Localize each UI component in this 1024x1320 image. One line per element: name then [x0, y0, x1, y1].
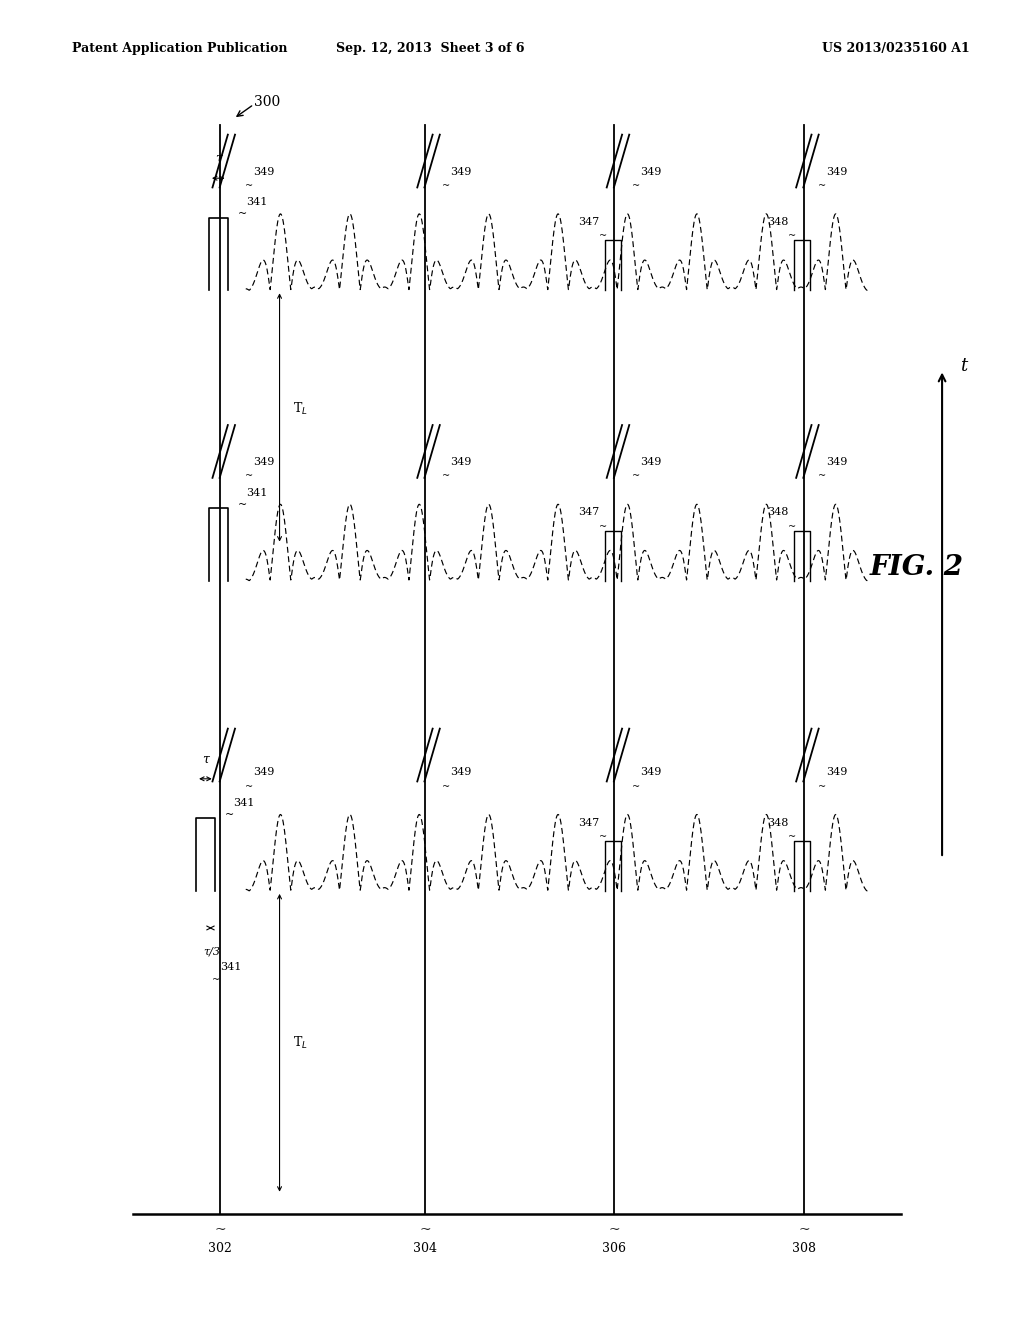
Text: FIG. 2: FIG. 2 — [869, 554, 964, 581]
Text: 349: 349 — [640, 767, 662, 777]
Text: ~: ~ — [787, 832, 796, 841]
Text: 349: 349 — [253, 457, 274, 467]
Text: 349: 349 — [253, 767, 274, 777]
Text: ~: ~ — [238, 209, 247, 219]
Text: ~: ~ — [818, 181, 826, 190]
Text: 349: 349 — [826, 767, 848, 777]
Text: τ: τ — [215, 152, 222, 165]
Text: τ/3: τ/3 — [204, 946, 220, 957]
Text: ~: ~ — [818, 471, 826, 480]
Text: t: t — [961, 356, 968, 375]
Text: 349: 349 — [451, 166, 472, 177]
Text: τ: τ — [202, 752, 209, 766]
Text: 341: 341 — [220, 962, 241, 973]
Text: 349: 349 — [826, 166, 848, 177]
Text: 347: 347 — [579, 507, 599, 517]
Text: ~: ~ — [818, 781, 826, 791]
Text: 349: 349 — [253, 166, 274, 177]
Text: 341: 341 — [246, 197, 267, 207]
Text: ~: ~ — [798, 1224, 810, 1237]
Text: 349: 349 — [451, 767, 472, 777]
Text: 347: 347 — [579, 817, 599, 828]
Text: 348: 348 — [768, 817, 788, 828]
Text: ~: ~ — [214, 1224, 226, 1237]
Text: ~: ~ — [419, 1224, 431, 1237]
Text: T$_L$: T$_L$ — [293, 401, 307, 417]
Text: ~: ~ — [245, 181, 253, 190]
Text: 306: 306 — [602, 1242, 627, 1255]
Text: 341: 341 — [233, 797, 254, 808]
Text: ~: ~ — [225, 809, 234, 820]
Text: ~: ~ — [632, 471, 640, 480]
Text: ~: ~ — [608, 1224, 621, 1237]
Text: 349: 349 — [640, 166, 662, 177]
Text: Patent Application Publication: Patent Application Publication — [72, 42, 287, 55]
Text: ~: ~ — [442, 781, 451, 791]
Text: ~: ~ — [787, 231, 796, 240]
Text: 349: 349 — [640, 457, 662, 467]
Text: 341: 341 — [246, 487, 267, 498]
Text: ~: ~ — [632, 781, 640, 791]
Text: ~: ~ — [598, 832, 606, 841]
Text: ~: ~ — [245, 781, 253, 791]
Text: 300: 300 — [254, 95, 281, 108]
Text: Sep. 12, 2013  Sheet 3 of 6: Sep. 12, 2013 Sheet 3 of 6 — [336, 42, 524, 55]
Text: ~: ~ — [245, 471, 253, 480]
Text: 348: 348 — [768, 507, 788, 517]
Text: ~: ~ — [787, 521, 796, 531]
Text: 304: 304 — [413, 1242, 437, 1255]
Text: ~: ~ — [238, 499, 247, 510]
Text: ~: ~ — [212, 975, 220, 985]
Text: 349: 349 — [826, 457, 848, 467]
Text: ~: ~ — [598, 231, 606, 240]
Text: ~: ~ — [632, 181, 640, 190]
Text: ~: ~ — [598, 521, 606, 531]
Text: 347: 347 — [579, 216, 599, 227]
Text: 349: 349 — [451, 457, 472, 467]
Text: 302: 302 — [208, 1242, 232, 1255]
Text: 348: 348 — [768, 216, 788, 227]
Text: ~: ~ — [442, 471, 451, 480]
Text: T$_L$: T$_L$ — [293, 1035, 307, 1051]
Text: 308: 308 — [792, 1242, 816, 1255]
Text: US 2013/0235160 A1: US 2013/0235160 A1 — [822, 42, 970, 55]
Text: ~: ~ — [442, 181, 451, 190]
